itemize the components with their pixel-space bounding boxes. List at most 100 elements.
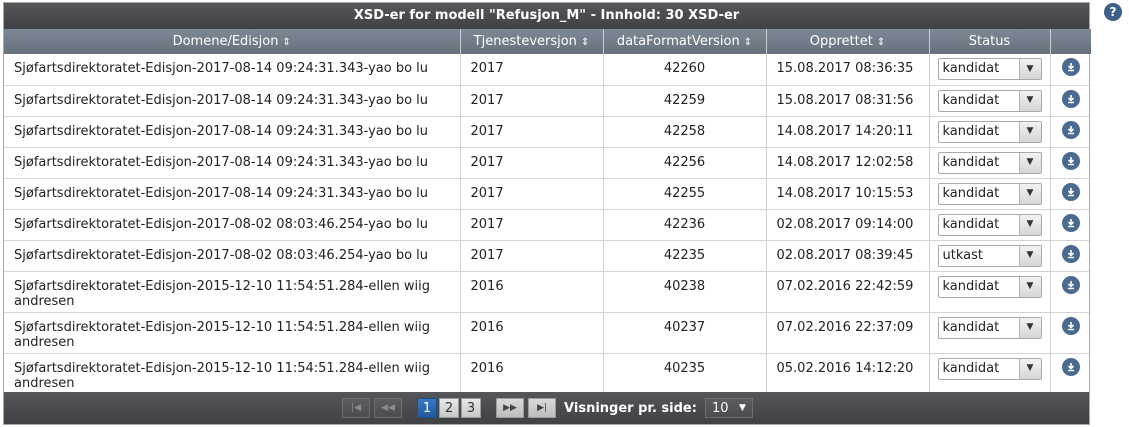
cell-data-format-version: 40237 xyxy=(603,312,767,354)
status-select[interactable]: kandidat ▼ xyxy=(937,89,1042,112)
chevron-down-icon: ▼ xyxy=(1018,358,1041,379)
sort-icon: ⇕ xyxy=(876,37,886,48)
download-icon[interactable] xyxy=(1061,357,1080,376)
next-page-icon: ▶▶ xyxy=(503,403,517,413)
page-2-button[interactable]: 2 xyxy=(439,398,460,418)
table-row: Sjøfartsdirektoratet-Edisjon-2017-08-02 … xyxy=(4,209,1091,241)
cell-created: 02.08.2017 09:14:00 xyxy=(766,209,930,241)
column-header-service-version[interactable]: Tjenesteversjon ⇕ xyxy=(460,29,604,54)
page-1-button[interactable]: 1 xyxy=(417,398,438,418)
cell-service-version: 2017 xyxy=(460,147,604,179)
cell-data-format-version: 42258 xyxy=(603,116,767,148)
status-select[interactable]: kandidat ▼ xyxy=(937,316,1042,339)
chevron-down-icon: ▼ xyxy=(1018,121,1041,142)
column-header-status: Status xyxy=(929,29,1051,54)
cell-data-format-version: 42255 xyxy=(603,178,767,210)
cell-status: utkast ▼ xyxy=(929,240,1051,272)
chevron-down-icon: ▼ xyxy=(1018,317,1041,338)
prev-page-button[interactable]: ◀◀ xyxy=(374,398,403,418)
cell-created: 15.08.2017 08:31:56 xyxy=(766,85,930,117)
download-icon[interactable] xyxy=(1061,182,1080,201)
column-header-download xyxy=(1050,29,1091,54)
download-icon[interactable] xyxy=(1061,244,1080,263)
status-select[interactable]: kandidat ▼ xyxy=(937,275,1042,298)
status-select[interactable]: utkast ▼ xyxy=(937,244,1042,267)
sort-icon: ⇕ xyxy=(282,37,291,48)
page-3-button[interactable]: 3 xyxy=(461,398,482,418)
cell-created: 05.02.2016 14:12:20 xyxy=(766,353,930,395)
download-icon[interactable] xyxy=(1061,89,1080,108)
cell-status: kandidat ▼ xyxy=(929,116,1051,148)
sort-icon: ⇕ xyxy=(743,37,753,48)
cell-service-version: 2017 xyxy=(460,54,604,86)
table-caption: XSD-er for modell "Refusjon_M" - Innhold… xyxy=(4,3,1089,29)
cell-created: 02.08.2017 08:39:45 xyxy=(766,240,930,272)
table-row: Sjøfartsdirektoratet-Edisjon-2015-12-10 … xyxy=(4,312,1091,354)
download-icon[interactable] xyxy=(1061,316,1080,335)
cell-download xyxy=(1050,353,1091,395)
cell-data-format-version: 42260 xyxy=(603,54,767,86)
download-icon[interactable] xyxy=(1061,58,1080,76)
status-select[interactable]: kandidat ▼ xyxy=(937,120,1042,143)
cell-service-version: 2016 xyxy=(460,271,604,313)
cell-created: 07.02.2016 22:42:59 xyxy=(766,271,930,313)
cell-status: kandidat ▼ xyxy=(929,312,1051,354)
status-select[interactable]: kandidat ▼ xyxy=(937,213,1042,236)
cell-data-format-version: 42256 xyxy=(603,147,767,179)
table-header-row: Domene/Edisjon ⇕ Tjenesteversjon ⇕ dataFor… xyxy=(4,29,1091,54)
column-header-created[interactable]: Opprettet ⇕ xyxy=(766,29,930,54)
rows-per-page-select[interactable]: 10 ▼ xyxy=(704,398,753,418)
status-select[interactable]: kandidat ▼ xyxy=(937,357,1042,380)
last-page-icon: ▶| xyxy=(537,403,548,413)
sort-icon: ⇕ xyxy=(580,37,590,48)
prev-page-icon: ◀◀ xyxy=(381,403,395,413)
cell-domain: Sjøfartsdirektoratet-Edisjon-2015-12-10 … xyxy=(4,312,461,354)
chevron-down-icon: ▼ xyxy=(1018,214,1041,235)
status-select[interactable]: kandidat ▼ xyxy=(937,58,1042,80)
cell-download xyxy=(1050,85,1091,117)
cell-status: kandidat ▼ xyxy=(929,209,1051,241)
cell-status: kandidat ▼ xyxy=(929,353,1051,395)
cell-data-format-version: 40238 xyxy=(603,271,767,313)
cell-domain: Sjøfartsdirektoratet-Edisjon-2015-12-10 … xyxy=(4,353,461,395)
chevron-down-icon: ▼ xyxy=(1018,59,1041,79)
chevron-down-icon: ▼ xyxy=(1018,245,1041,266)
column-header-domain[interactable]: Domene/Edisjon ⇕ xyxy=(4,29,461,54)
cell-domain: Sjøfartsdirektoratet-Edisjon-2017-08-02 … xyxy=(4,240,461,272)
cell-download xyxy=(1050,116,1091,148)
status-select[interactable]: kandidat ▼ xyxy=(937,151,1042,174)
table-row: Sjøfartsdirektoratet-Edisjon-2017-08-14 … xyxy=(4,147,1091,179)
cell-status: kandidat ▼ xyxy=(929,178,1051,210)
cell-service-version: 2017 xyxy=(460,85,604,117)
column-header-data-format-version[interactable]: dataFormatVersion ⇕ xyxy=(603,29,767,54)
table-row: Sjøfartsdirektoratet-Edisjon-2017-08-14 … xyxy=(4,85,1091,117)
status-select[interactable]: kandidat ▼ xyxy=(937,182,1042,205)
chevron-down-icon: ▼ xyxy=(1018,183,1041,204)
table-row: Sjøfartsdirektoratet-Edisjon-2015-12-10 … xyxy=(4,271,1091,313)
first-page-button[interactable]: |◀ xyxy=(342,398,371,418)
table-row: Sjøfartsdirektoratet-Edisjon-2017-08-02 … xyxy=(4,240,1091,272)
table-row: Sjøfartsdirektoratet-Edisjon-2017-08-14 … xyxy=(4,178,1091,210)
xsd-panel: XSD-er for modell "Refusjon_M" - Innhold… xyxy=(3,2,1091,425)
cell-domain: Sjøfartsdirektoratet-Edisjon-2017-08-14 … xyxy=(4,147,461,179)
chevron-down-icon: ▼ xyxy=(1018,90,1041,111)
help-icon[interactable]: ? xyxy=(1104,3,1122,21)
next-page-button[interactable]: ▶▶ xyxy=(496,398,525,418)
download-icon[interactable] xyxy=(1061,213,1080,232)
table-row: Sjøfartsdirektoratet-Edisjon-2017-08-14 … xyxy=(4,116,1091,148)
cell-domain: Sjøfartsdirektoratet-Edisjon-2015-12-10 … xyxy=(4,271,461,313)
rows-per-page-label: Visninger pr. side: xyxy=(564,400,697,416)
last-page-button[interactable]: ▶| xyxy=(528,398,557,418)
cell-status: kandidat ▼ xyxy=(929,147,1051,179)
download-icon[interactable] xyxy=(1061,275,1080,294)
download-icon[interactable] xyxy=(1061,120,1080,139)
cell-service-version: 2017 xyxy=(460,209,604,241)
cell-download xyxy=(1050,271,1091,313)
cell-data-format-version: 42236 xyxy=(603,209,767,241)
cell-service-version: 2017 xyxy=(460,178,604,210)
cell-service-version: 2017 xyxy=(460,240,604,272)
cell-service-version: 2016 xyxy=(460,353,604,395)
cell-domain: Sjøfartsdirektoratet-Edisjon-2017-08-14 … xyxy=(4,85,461,117)
download-icon[interactable] xyxy=(1061,151,1080,170)
